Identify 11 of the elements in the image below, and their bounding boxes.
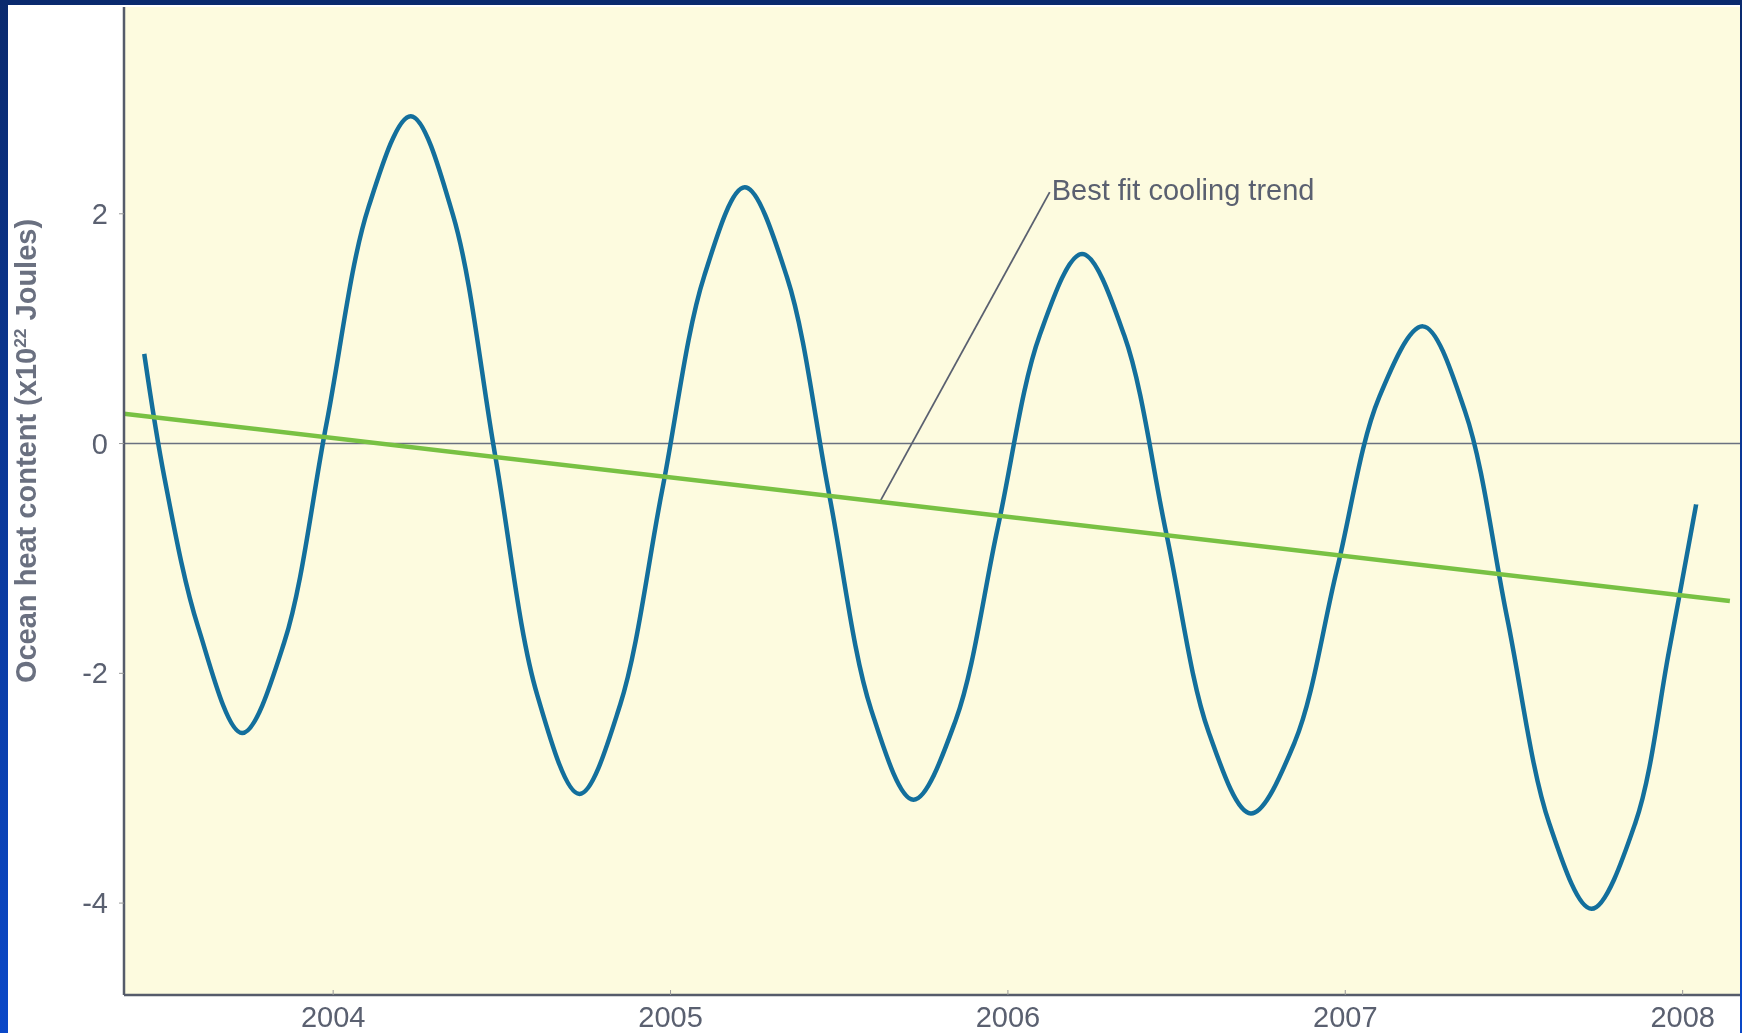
x-tick-label: 2004: [300, 1001, 366, 1033]
y-tick-label: 2: [91, 197, 108, 230]
annotation: Best fit cooling trend: [1051, 174, 1315, 207]
x-tick-label: 2005: [638, 1001, 703, 1033]
y-tick-label: 0: [91, 427, 108, 460]
line-series: [141, 113, 1699, 912]
y-tick-label: -4: [82, 887, 108, 920]
x-tick-label: 2006: [975, 1001, 1041, 1033]
y-tick-label: -2: [82, 657, 108, 690]
x-tick-label: 2007: [1313, 1001, 1378, 1033]
x-tick-label: 2008: [1650, 1001, 1715, 1033]
